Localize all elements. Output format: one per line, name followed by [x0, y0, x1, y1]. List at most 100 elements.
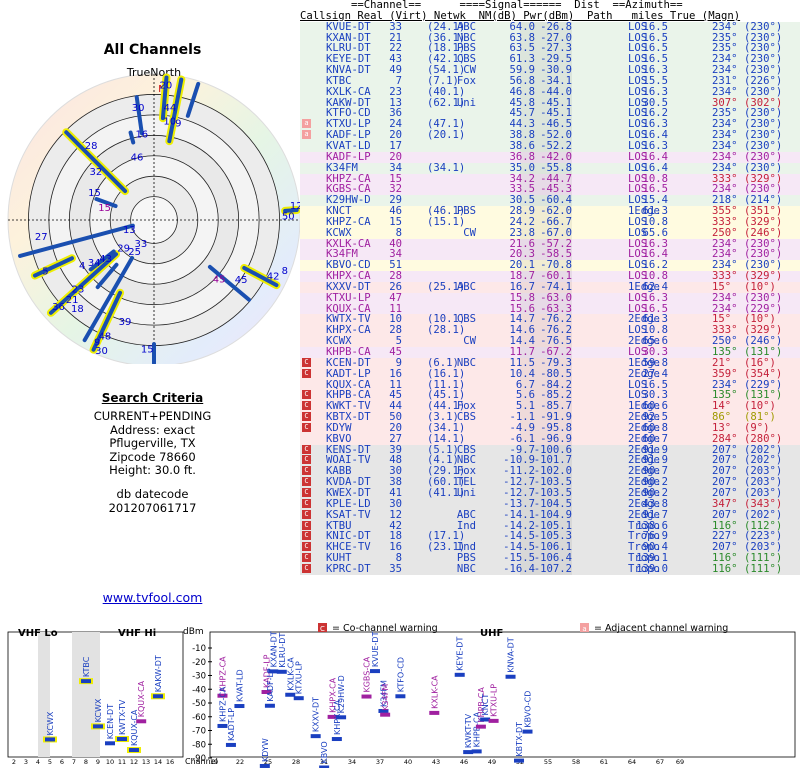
table-row[interactable]: C KSAT-TV 12 ABC -14.1 -104.9 2Edge 91.7 207° (20…	[300, 509, 800, 521]
adjacent-legend: = Adjacent channel warning	[594, 623, 728, 634]
table-row[interactable]: KHPX-CA 28 18.7 -60.1 LOS 10.8 333° (329°)	[300, 271, 800, 282]
table-row[interactable]: C KHPB-CA 45 (45.1) 5.6 -85.2 LOS 30.3 135° (131°…	[300, 390, 800, 402]
table-row[interactable]: KVUE-DT 33 (24.1) ABC 64.0 -26.8 LOS 16.5 234° (2…	[300, 21, 800, 33]
table-row[interactable]: KHPX-CA 28 (28.1) 14.6 -76.2 LOS 10.8 333° (329°…	[300, 325, 800, 337]
nm-highlight	[520, 455, 572, 467]
bar-mark	[153, 694, 163, 699]
dbm-label: dBm	[183, 627, 204, 637]
table-row[interactable]: C KVDA-DT 38 (60.1) TEL -12.7 -103.5 2Edge 90.2 2…	[300, 477, 800, 488]
table-row[interactable]: K34FM 34 (34.1) 35.0 -55.8 LOS 16.4 234° (230°)	[300, 162, 800, 174]
table-row[interactable]: KWTX-TV 10 (10.1) CBS 14.7 -76.2 2Edge 61.3 15° (…	[300, 313, 800, 326]
table-row[interactable]: KHPB-CA 45 11.7 -67.2 LOS 30.3 135° (131°)	[300, 347, 800, 358]
table-row[interactable]: C WOAI-TV 48 (4.1) NBC -10.9 -101.7 2Edge 91.9 20…	[300, 455, 800, 467]
table-row[interactable]: KXXV-DT 26 (25.1) ABC 16.7 -74.1 1Edge 62.4 15° (…	[300, 282, 800, 293]
table-row[interactable]: KLRU-DT 22 (18.1) PBS 63.5 -27.3 LOS 16.5 235° (2…	[300, 42, 800, 55]
table-cell-magn: (112°)	[744, 519, 783, 532]
table-cell-path: LOS	[628, 96, 648, 109]
table-cell-callsign: KUHT	[326, 552, 352, 565]
table-cell-real: 47	[389, 291, 402, 304]
table-cell-magn: (246°)	[744, 226, 783, 239]
bar-mark	[336, 715, 347, 720]
table-cell-nmdb: 18.7	[509, 270, 535, 283]
table-row[interactable]: C KWEX-DT 41 (41.1) Uni -12.7 -103.5 2Edge 90.2 2…	[300, 488, 800, 499]
table-cell-callsign: KPRC-DT	[326, 562, 371, 575]
table-cell-netwk: Uni	[456, 486, 476, 499]
table-row[interactable]: C KUHT 8 PBS -15.5 -106.4 Tropo 139.1 116° (111°)	[300, 553, 800, 564]
table-cell-path: Tropo	[628, 562, 660, 575]
table-row[interactable]: KNCT 46 (46.1) PBS 28.9 -62.0 1Edge 61.3 355° (35…	[300, 206, 800, 217]
table-cell-nmdb: 15.8	[509, 291, 535, 304]
uhf-label: UHF	[480, 628, 503, 639]
table-row[interactable]: C KABB 30 (29.1) Fox -11.2 -102.0 2Edge 90.7 207°…	[300, 466, 800, 478]
table-row[interactable]: KEYE-DT 43 (42.1) CBS 61.3 -29.5 LOS 16.5 234° (2…	[300, 53, 800, 66]
polar-channel-label: 46	[131, 153, 144, 164]
table-cell-real: 41	[389, 486, 402, 499]
true-north-label: TrueNorth	[126, 66, 181, 79]
table-row[interactable]: KTBC 7 (7.1) Fox 56.8 -34.1 LOS 15.5 231° (226°)	[300, 76, 800, 87]
table-cell-virt: (44.1)	[427, 400, 466, 413]
table-row[interactable]: KVAT-LD 17 38.6 -52.2 LOS 16.3 234° (230°)	[300, 141, 800, 152]
table-cell-netwk: Fox	[456, 74, 476, 87]
table-row[interactable]: C KADT-LP 16 (16.1) 10.4 -80.5 2Edge 27.4 359° (3…	[300, 368, 800, 380]
bar-mark	[259, 763, 270, 768]
table-row[interactable]: KBVO-CD 51 20.1 -70.8 LOS 16.2 234° (230°)	[300, 260, 800, 272]
nm-highlight	[520, 531, 572, 543]
table-cell-real: 22	[389, 42, 402, 55]
bar-mark	[285, 692, 296, 697]
table-cell-virt: (42.1)	[427, 53, 466, 66]
nm-highlight	[520, 65, 572, 76]
table-row[interactable]: KTXU-LP 47 15.8 -63.0 LOS 16.3 234° (230°)	[300, 291, 800, 304]
table-row[interactable]: KAKW-DT 13 (62.1) Uni 45.8 -45.1 LOS 30.5 307° (3…	[300, 96, 800, 109]
table-row[interactable]: C KTBU 42 Ind -14.2 -105.1 Tropo 138.6 116° (112°…	[300, 519, 800, 532]
table-row[interactable]: KXLK-CA 40 21.6 -57.2 LOS 16.3 234° (230°)	[300, 238, 800, 250]
table-cell-miles: 10.8	[642, 172, 668, 185]
table-row[interactable]: KXLK-CA 23 (40.1) 46.8 -44.0 LOS 16.3 234° (230°…	[300, 85, 800, 98]
table-row[interactable]: C KBTX-DT 50 (3.1) CBS -1.1 -91.9 2Edge 92.5 86° (…	[300, 412, 800, 423]
table-row[interactable]: C KPRC-DT 35 NBC -16.4 -107.2 Tropo 139.0 116° (1…	[300, 564, 800, 575]
nm-highlight	[520, 347, 572, 358]
table-row[interactable]: K34FM 34 20.3 -58.5 LOS 16.4 234° (230°)	[300, 248, 800, 261]
bar-label: KCWX	[46, 711, 55, 735]
x-tick-label: 40	[404, 758, 412, 766]
polar-channel-label: 48	[99, 332, 112, 343]
table-row[interactable]: KBVO 27 (14.1) -6.1 -96.9 2Edge 60.7 284° (280°)	[300, 433, 800, 445]
table-row[interactable]: C KWKT-TV 44 (44.1) Fox 5.1 -85.7 1Edge 60.6 14° (…	[300, 400, 800, 413]
table-cell-magn: (203°)	[744, 486, 783, 499]
table-row[interactable]: a KADF-LP 20 (20.1) 38.8 -52.0 LOS 16.4 234° (230…	[300, 130, 800, 141]
table-cell-nmdb: 63.5	[509, 42, 535, 55]
table-cell-pwrdbm: -63.0	[540, 291, 572, 304]
table-row[interactable]: C KDYW 20 (34.1) -4.9 -95.8 2Edge 60.8 13° (9°)	[300, 423, 800, 434]
table-row[interactable]: C KPLE-LD 30 -13.7 -104.5 2Edge 43.8 347° (343°)	[300, 498, 800, 510]
table-row[interactable]: C KENS-DT 39 (5.1) CBS -9.7 -100.6 2Edge 91.9 207…	[300, 443, 800, 456]
table-cell-nmdb: 33.5	[509, 183, 535, 196]
table-cell-pwrdbm: -52.0	[540, 129, 572, 142]
table-row[interactable]: C KNIC-DT 18 (17.1) -14.5 -105.3 Tropo 76.9 227°…	[300, 531, 800, 543]
nm-highlight	[520, 216, 572, 228]
table-cell-callsign: KVDA-DT	[326, 476, 371, 489]
table-row[interactable]: KNVA-DT 49 (54.1) CW 59.9 -30.9 LOS 16.3 234° (23…	[300, 65, 800, 76]
table-cell-miles: 61.3	[642, 313, 668, 326]
table-row[interactable]: KQUX-CA 11 15.6 -63.3 LOS 16.5 234° (229°)	[300, 303, 800, 315]
bar-mark	[276, 669, 287, 674]
table-row[interactable]: a KTXU-LP 24 (47.1) 44.3 -46.5 LOS 16.3 234° (230…	[300, 119, 800, 131]
table-row[interactable]: KTFO-CD 36 45.7 -45.1 LOS 16.2 235° (230°)	[300, 108, 800, 120]
tvfool-link[interactable]: www.tvfool.com	[102, 590, 203, 605]
table-row[interactable]: KGBS-CA 32 33.5 -45.3 LOS 16.5 234° (230°)	[300, 183, 800, 196]
adjacent-warning-icon: a	[302, 119, 311, 129]
table-row[interactable]: KQUX-CA 11 (11.1) 6.7 -84.2 LOS 16.5 234° (229°)	[300, 379, 800, 391]
table-cell-callsign: K34FM	[326, 248, 358, 261]
table-row[interactable]: KXAN-DT 21 (36.1) NBC 63.8 -27.0 LOS 16.5 235° (2…	[300, 32, 800, 44]
table-row[interactable]: K29HW-D 29 30.5 -60.4 LOS 15.4 218° (214°)	[300, 195, 800, 207]
table-row[interactable]: C KHCE-TV 16 (23.1) Ind -14.5 -106.1 Tropo 90.4 2…	[300, 542, 800, 554]
table-cell-path: LOS	[628, 85, 648, 98]
table-row[interactable]: KHPZ-CA 15 34.2 -44.7 LOS 10.8 333° (329°)	[300, 172, 800, 185]
table-row[interactable]: KCWX 5 CW 14.4 -76.5 2Edge 65.6 250° (246°)	[300, 336, 800, 347]
table-cell-nmdb: -16.4	[503, 562, 535, 575]
table-row[interactable]: KHPZ-CA 15 (15.1) 24.2 -66.7 LOS 10.8 333° (329°…	[300, 217, 800, 228]
nm-highlight	[520, 509, 572, 521]
table-cell-real: 15	[389, 215, 402, 228]
table-row[interactable]: C KCEN-DT 9 (6.1) NBC 11.5 -79.3 1Edge 59.8 21° (1…	[300, 357, 800, 369]
table-row[interactable]: KCWX 8 CW 23.8 -67.0 LOS 65.6 250° (246°)	[300, 226, 800, 239]
table-row[interactable]: KADF-LP 20 36.8 -42.0 LOS 16.4 234° (230°)	[300, 151, 800, 163]
table-cell-miles: 91.9	[642, 443, 668, 456]
